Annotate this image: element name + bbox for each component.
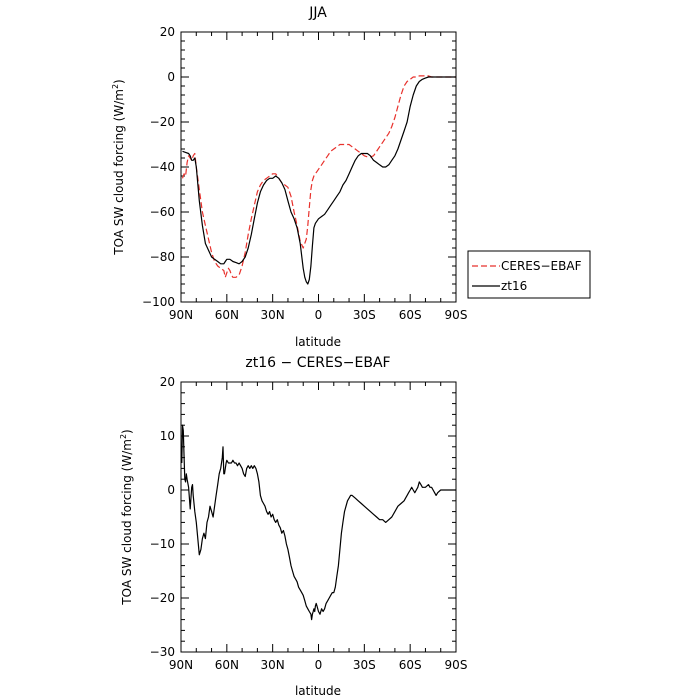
panel-bottom-x-tick-label: 60S xyxy=(399,658,422,672)
panel-top-x-axis-title: latitude xyxy=(295,335,341,349)
panel-bottom-tick-labels: 90N 60N 30N 0 30S 60S 90S −30 −20 −10 0 10 20 xyxy=(150,375,468,672)
panel-bottom-y-axis-title-end: ) xyxy=(120,429,134,434)
panel-bottom-x-tick-label: 30N xyxy=(261,658,285,672)
panel-top-x-tick-label: 0 xyxy=(315,308,323,322)
panel-top-x-tick-label: 90N xyxy=(169,308,193,322)
panel-top-y-axis-title-superscript: 2 xyxy=(111,84,120,89)
panel-top-y-tick-label: −100 xyxy=(142,295,175,309)
legend-label-ceres-ebaf: CERES−EBAF xyxy=(501,259,582,273)
panel-top-title: JJA xyxy=(308,5,327,21)
panel-bottom-y-tick-label: 10 xyxy=(160,429,175,443)
panel-bottom-frame xyxy=(180,381,457,653)
panel-top-y-axis-title-end: ) xyxy=(112,79,126,84)
panel-bottom-y-tick-label: −20 xyxy=(150,591,175,605)
legend: CERES−EBAF zt16 xyxy=(467,250,591,299)
panel-bottom-x-tick-label: 60N xyxy=(215,658,239,672)
panel-top-plot-area xyxy=(181,75,456,285)
panel-bottom-x-axis-title: latitude xyxy=(295,684,341,698)
panel-top-y-tick-label: −80 xyxy=(150,250,175,264)
panel-bottom-y-axis-title: TOA SW cloud forcing (W/m2) xyxy=(119,429,134,605)
panel-top-ticks xyxy=(180,31,457,303)
panel-bottom-y-axis-title-superscript: 2 xyxy=(119,434,128,439)
panel-top-x-tick-label: 60S xyxy=(399,308,422,322)
panel-top-y-tick-label: −20 xyxy=(150,115,175,129)
panel-top-x-tick-label: 30N xyxy=(261,308,285,322)
legend-label-zt16: zt16 xyxy=(501,279,527,293)
panel-bottom-x-tick-label: 0 xyxy=(315,658,323,672)
panel-bottom-y-tick-label: 0 xyxy=(167,483,175,497)
panel-top: JJA 90N 60N 30N 0 30S 60S 90S −100 −80 −60 −40 −20 0… xyxy=(111,5,591,349)
panel-top-x-tick-label: 60N xyxy=(215,308,239,322)
panel-top-frame xyxy=(180,31,457,303)
panel-bottom-x-tick-label: 90N xyxy=(169,658,193,672)
panel-top-series-zt16-line xyxy=(182,76,456,285)
panel-bottom-title: zt16 − CERES−EBAF xyxy=(245,355,390,371)
panel-top-y-axis-title: TOA SW cloud forcing (W/m2) xyxy=(111,79,126,255)
panel-top-x-tick-label: 30S xyxy=(353,308,376,322)
panel-bottom: zt16 − CERES−EBAF 90N 60N 30N 0 30S 60S 90S −30… xyxy=(119,355,467,698)
panel-bottom-x-tick-label: 30S xyxy=(353,658,376,672)
panel-top-x-tick-label: 90S xyxy=(445,308,468,322)
panel-bottom-y-tick-label: −30 xyxy=(150,645,175,659)
panel-top-y-tick-label: −40 xyxy=(150,160,175,174)
panel-bottom-x-tick-label: 90S xyxy=(445,658,468,672)
panel-top-y-tick-label: 20 xyxy=(160,25,175,39)
panel-top-y-tick-label: 0 xyxy=(167,70,175,84)
legend-box xyxy=(467,250,591,299)
panel-top-y-tick-label: −60 xyxy=(150,205,175,219)
panel-bottom-plot-area xyxy=(181,424,456,621)
panel-bottom-series-difference-line xyxy=(181,424,456,621)
panel-bottom-y-tick-label: 20 xyxy=(160,375,175,389)
panel-top-series-ceres-ebaf-line xyxy=(181,75,456,278)
panel-bottom-y-tick-label: −10 xyxy=(150,537,175,551)
panel-top-y-axis-title-main: TOA SW cloud forcing (W/m xyxy=(112,89,126,256)
panel-bottom-y-axis-title-main: TOA SW cloud forcing (W/m xyxy=(120,439,134,606)
panel-top-tick-labels: 90N 60N 30N 0 30S 60S 90S −100 −80 −60 −40 −20 0 20 xyxy=(142,25,467,322)
